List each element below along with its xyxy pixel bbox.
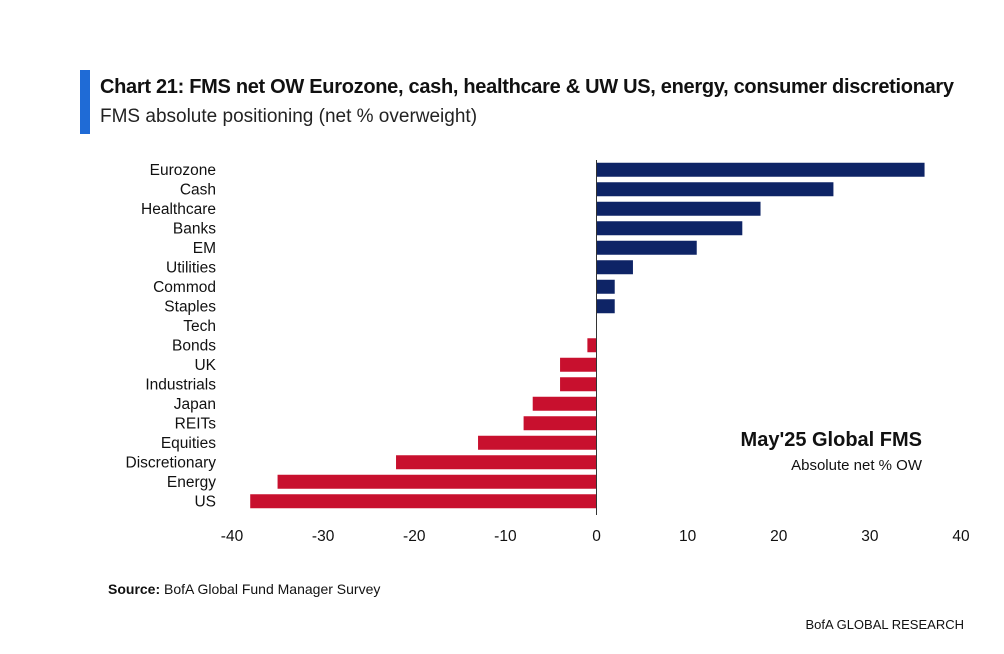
category-label-bonds: Bonds xyxy=(172,337,216,354)
category-label-japan: Japan xyxy=(174,396,216,413)
x-tick--20: -20 xyxy=(403,528,426,545)
bar-em xyxy=(596,240,697,255)
bar-cash xyxy=(596,182,834,197)
bars-group xyxy=(250,162,925,509)
category-label-em: EM xyxy=(193,240,216,257)
bar-healthcare xyxy=(596,201,761,216)
x-tick-40: 40 xyxy=(952,528,970,545)
bar-us xyxy=(250,494,597,509)
source-note: Source: BofA Global Fund Manager Survey xyxy=(108,581,380,597)
bar-uk xyxy=(560,357,597,372)
x-tick--30: -30 xyxy=(312,528,335,545)
category-label-cash: Cash xyxy=(180,181,216,198)
bar-energy xyxy=(277,474,597,489)
bar-banks xyxy=(596,221,743,236)
category-label-uk: UK xyxy=(194,357,216,374)
category-label-equities: Equities xyxy=(161,435,216,452)
x-tick--10: -10 xyxy=(494,528,517,545)
category-label-healthcare: Healthcare xyxy=(141,201,216,218)
x-tick-labels-group: -40 -30 -20 -10 0 10 20 30 40 xyxy=(221,528,970,545)
source-text: BofA Global Fund Manager Survey xyxy=(164,581,381,597)
source-label: Source: xyxy=(108,581,161,597)
annotation-subtitle: Absolute net % OW xyxy=(791,457,923,474)
bar-utilities xyxy=(596,260,633,275)
bar-discretionary xyxy=(396,455,597,470)
category-label-energy: Energy xyxy=(167,474,216,491)
x-tick-0: 0 xyxy=(592,528,601,545)
bar-reits xyxy=(523,416,597,431)
chart-title: Chart 21: FMS net OW Eurozone, cash, hea… xyxy=(100,76,954,98)
bar-commod xyxy=(596,279,615,294)
category-label-staples: Staples xyxy=(164,298,216,315)
title-accent-bar xyxy=(80,70,90,134)
category-label-utilities: Utilities xyxy=(166,259,216,276)
bar-japan xyxy=(532,396,597,411)
category-label-reits: REITs xyxy=(175,415,217,432)
chart-subtitle: FMS absolute positioning (net % overweig… xyxy=(100,106,478,127)
annotation-title: May'25 Global FMS xyxy=(741,429,922,451)
bar-staples xyxy=(596,299,615,314)
bar-industrials xyxy=(560,377,597,392)
category-label-discretionary: Discretionary xyxy=(126,454,217,471)
category-label-eurozone: Eurozone xyxy=(150,162,216,179)
category-label-commod: Commod xyxy=(153,279,216,296)
x-tick-10: 10 xyxy=(679,528,697,545)
category-labels-group: Eurozone Cash Healthcare Banks EM Utilities Co… xyxy=(126,162,217,511)
x-tick-20: 20 xyxy=(770,528,788,545)
x-tick-30: 30 xyxy=(861,528,879,545)
bar-bonds xyxy=(587,338,597,353)
category-label-us: US xyxy=(194,493,216,510)
category-label-banks: Banks xyxy=(173,220,216,237)
x-tick--40: -40 xyxy=(221,528,244,545)
category-label-tech: Tech xyxy=(183,318,216,335)
bar-eurozone xyxy=(596,162,925,177)
category-label-industrials: Industrials xyxy=(145,376,216,393)
brand-label: BofA GLOBAL RESEARCH xyxy=(805,617,964,632)
bar-equities xyxy=(478,435,597,450)
